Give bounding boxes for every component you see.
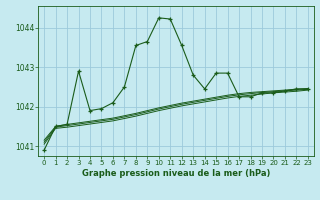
X-axis label: Graphe pression niveau de la mer (hPa): Graphe pression niveau de la mer (hPa): [82, 169, 270, 178]
